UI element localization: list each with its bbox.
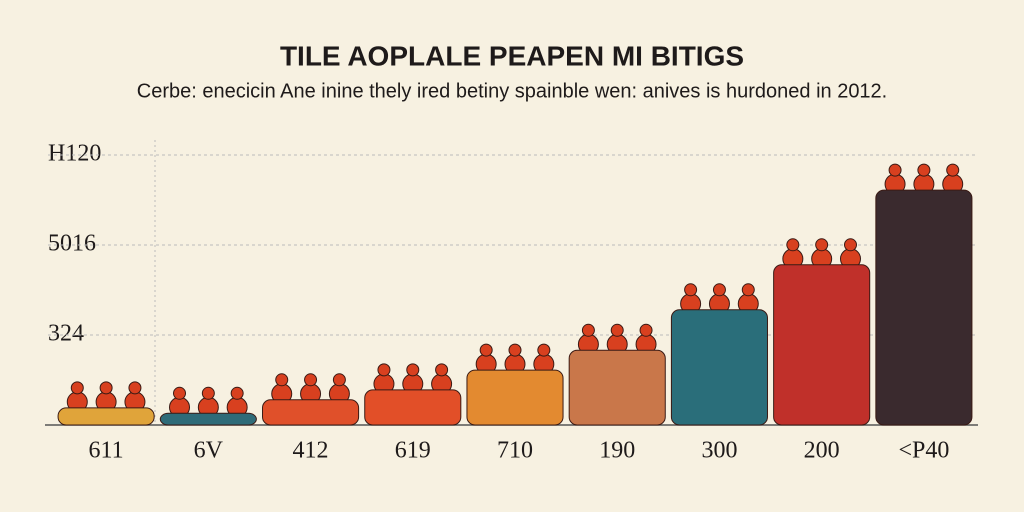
bar (466, 369, 564, 426)
figure-head (684, 283, 698, 297)
figure-head (377, 363, 391, 377)
y-tick-label: H120 (48, 141, 101, 167)
bar (875, 189, 973, 426)
bar (57, 407, 155, 426)
bar (159, 412, 257, 426)
figure-head (275, 373, 289, 387)
x-tick-label: <P40 (898, 438, 949, 464)
figure-head (946, 163, 960, 177)
figure-head (712, 283, 726, 297)
figure-head (304, 373, 318, 387)
bar (773, 264, 871, 426)
figure-head (479, 343, 493, 357)
figure-head (815, 238, 829, 252)
figure-head (581, 323, 595, 337)
bar (262, 399, 360, 426)
figure-head (639, 323, 653, 337)
bar (568, 349, 666, 426)
figure-head (843, 238, 857, 252)
figure-head (230, 386, 244, 400)
x-tick-label: 611 (89, 438, 124, 464)
chart-title: TILE AOPLALE PEAPEN MI BITIGS (280, 40, 744, 71)
figure-head (173, 386, 187, 400)
figure-head (99, 381, 113, 395)
x-tick-label: 200 (804, 438, 840, 464)
figure-head (435, 363, 449, 377)
y-tick-label: 5016 (48, 231, 96, 257)
x-tick-label: 190 (599, 438, 635, 464)
bar (670, 309, 768, 426)
x-tick-label: 6V (194, 438, 224, 464)
x-tick-label: 300 (701, 438, 737, 464)
x-tick-label: 412 (293, 438, 329, 464)
figure-head (508, 343, 522, 357)
x-tick-label: 710 (497, 438, 533, 464)
figure-head (786, 238, 800, 252)
figure-head (128, 381, 142, 395)
figure-head (888, 163, 902, 177)
figure-head (610, 323, 624, 337)
figure-head (332, 373, 346, 387)
x-tick-label: 619 (395, 438, 431, 464)
figure-head (201, 386, 215, 400)
figure-head (537, 343, 551, 357)
figure-head (406, 363, 420, 377)
chart-subtitle: Cerbe: enecicin Ane inine thely ired bet… (137, 80, 888, 102)
figure-head (917, 163, 931, 177)
bar (364, 389, 462, 426)
figure-head (741, 283, 755, 297)
y-tick-label: 324 (48, 321, 84, 347)
figure-head (70, 381, 84, 395)
